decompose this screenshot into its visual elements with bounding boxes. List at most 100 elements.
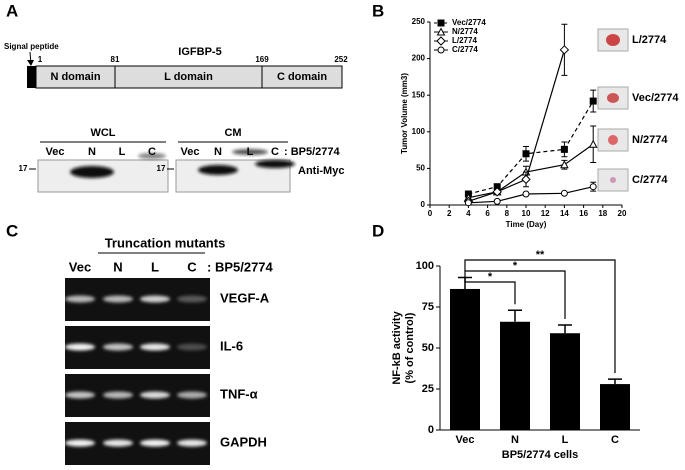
gel-band [140, 391, 170, 399]
bar [500, 321, 530, 430]
label: : BP5/2774 [207, 259, 274, 274]
marker [560, 160, 569, 169]
label: N/2774 [452, 27, 478, 36]
band [138, 153, 166, 159]
label: 0 [428, 424, 434, 436]
label: 14 [560, 209, 569, 218]
label: Time (Day) [506, 220, 547, 229]
gel-band [140, 439, 170, 447]
marker [436, 36, 446, 46]
label: 200 [412, 54, 426, 63]
label: C [611, 434, 619, 446]
label: 2 [447, 209, 452, 218]
label: VEGF-A [220, 290, 270, 305]
gel-band [103, 343, 133, 351]
label: GAPDH [220, 434, 267, 449]
label: IGFBP-5 [178, 46, 221, 58]
marker [521, 174, 531, 185]
marker [589, 183, 597, 191]
error-bar [608, 378, 622, 385]
label: 100 [416, 260, 434, 272]
gel-band [65, 439, 95, 447]
bar [450, 288, 480, 430]
marker [560, 189, 568, 197]
label: 4 [466, 209, 471, 218]
label: 10 [522, 209, 531, 218]
label: L [562, 434, 569, 446]
panel-letter: B [372, 1, 384, 20]
label: C [148, 146, 156, 158]
marker [464, 199, 472, 207]
label: L [119, 146, 126, 158]
tumor [607, 93, 619, 103]
label: Vec/2774 [632, 92, 679, 104]
band [232, 149, 268, 155]
label: L/2774 [632, 34, 667, 46]
label: ** [536, 249, 545, 261]
gel-band [65, 391, 95, 399]
label: C/2774 [632, 174, 668, 186]
label: Vec [46, 146, 65, 158]
panel-letter: C [6, 221, 18, 240]
panel-letter: A [6, 1, 18, 20]
bar [600, 384, 630, 430]
label: Truncation mutants [105, 235, 226, 250]
gel-band [103, 295, 133, 303]
label: Vec [181, 146, 200, 158]
marker [522, 150, 530, 158]
label: Anti-Myc [298, 165, 344, 177]
label: 20 [618, 209, 627, 218]
tumor [608, 135, 618, 145]
marker [559, 45, 570, 55]
label: 81 [111, 55, 120, 64]
label: 50 [422, 342, 434, 354]
label: 50 [416, 164, 425, 173]
gel-band [140, 343, 170, 351]
label: 1 [38, 55, 43, 64]
label: * [488, 271, 493, 283]
significance-bracket [464, 259, 616, 374]
label: 17 [157, 164, 166, 173]
gel-band [65, 295, 95, 303]
label: N domain [50, 71, 100, 83]
series-line [468, 49, 565, 202]
label: 252 [334, 55, 348, 64]
label: C domain [277, 71, 327, 83]
label: 25 [422, 383, 434, 395]
label: 0 [428, 209, 433, 218]
marker [589, 97, 597, 105]
label: 150 [412, 90, 426, 99]
label: Vec/2774 [452, 18, 486, 27]
marker [522, 190, 530, 198]
label: WCL [90, 127, 115, 139]
label: Tumor Volume (mm3) [400, 73, 409, 154]
label: IL-6 [220, 338, 243, 353]
label: 0 [421, 200, 426, 209]
label: 18 [598, 209, 607, 218]
label: 75 [422, 301, 434, 313]
signal-box [27, 66, 36, 88]
marker [588, 139, 598, 148]
label: * [513, 260, 518, 272]
label: TNF-α [220, 386, 258, 401]
label: C [271, 146, 279, 158]
gel-band [177, 295, 207, 303]
label: Vec [69, 259, 91, 274]
domain-box [261, 65, 343, 89]
label: L [151, 259, 159, 274]
label: BP5/2774 cells [502, 449, 578, 461]
label: 250 [412, 17, 426, 26]
band [198, 165, 238, 175]
label: 12 [541, 209, 550, 218]
gel-band [65, 343, 95, 351]
band [70, 166, 114, 178]
gel-band [177, 343, 207, 351]
gel-band [140, 295, 170, 303]
label: N [214, 146, 222, 158]
label: Vec [456, 434, 475, 446]
label: NF-kB activity [391, 310, 403, 384]
label: Signal peptide [4, 42, 59, 51]
marker [436, 27, 446, 36]
band [255, 160, 295, 168]
